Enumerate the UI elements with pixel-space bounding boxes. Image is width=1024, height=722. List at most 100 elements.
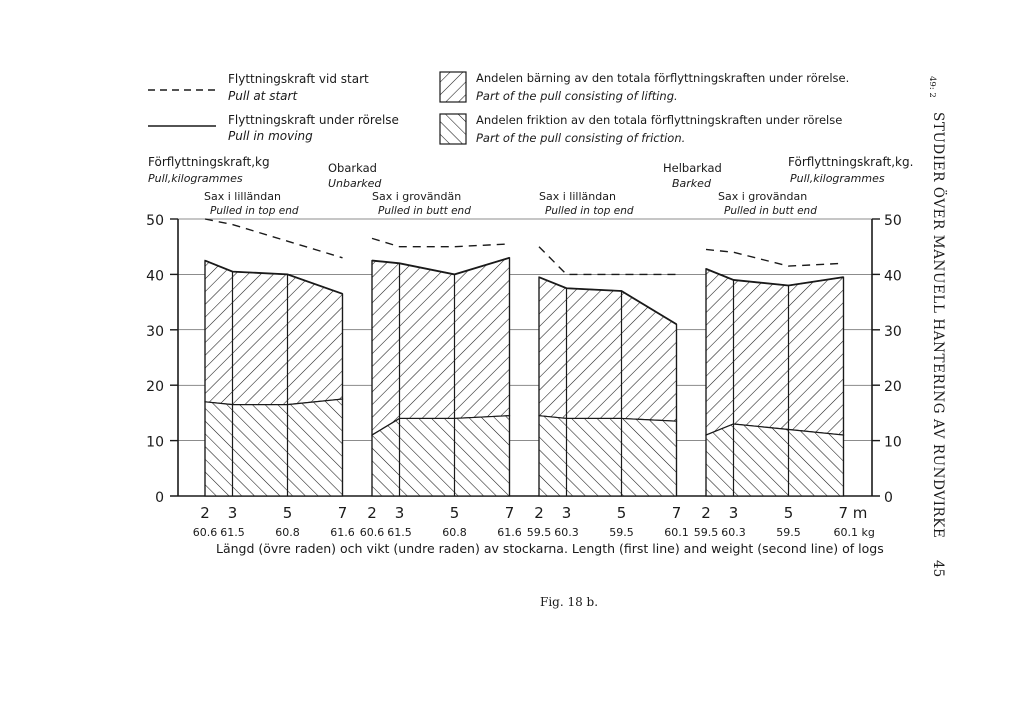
x-length-label: 3 bbox=[562, 504, 572, 522]
x-length-label: 3 bbox=[228, 504, 238, 522]
lifting-area bbox=[204, 259, 344, 406]
y-tick-label-left: 10 bbox=[146, 435, 164, 451]
x-weight-label: 60.6 bbox=[360, 526, 385, 539]
pull-at-start-line bbox=[705, 248, 844, 267]
barked-header-en: Barked bbox=[672, 177, 712, 190]
data-groups: Sax i lilländan Pulled in top end Sax i gr… bbox=[204, 190, 845, 497]
group-label: Sax i grovändän bbox=[372, 190, 461, 203]
pull-at-start-line bbox=[371, 237, 510, 248]
friction-area bbox=[204, 398, 344, 497]
x-length-label: 2 bbox=[701, 504, 711, 522]
x-axis-label: Längd (övre raden) och vikt (undre raden… bbox=[216, 541, 884, 556]
lifting-area bbox=[705, 267, 845, 436]
group-label-en: Pulled in butt end bbox=[724, 205, 817, 217]
figure-caption: Fig. 18 b. bbox=[540, 595, 598, 609]
y-tick-label-right: 40 bbox=[884, 268, 902, 284]
x-length-label: 2 bbox=[200, 504, 210, 522]
x-length-label: 7 bbox=[338, 504, 348, 522]
x-weight-label: 60.3 bbox=[554, 526, 579, 539]
y-tick-label-right: 30 bbox=[884, 324, 902, 340]
x-labels: 2 60.6 3 61.5 5 60.8 7 61.6 2 60.6 3 61.5 5 60.8 7 61.6… bbox=[193, 504, 875, 539]
x-weight-label: 61.6 bbox=[330, 526, 355, 539]
pull-at-start-line bbox=[204, 218, 343, 259]
legend-dashed-label: Flyttningskraft vid start bbox=[228, 72, 369, 86]
data-group: Sax i lilländan Pulled in top end bbox=[204, 190, 344, 497]
x-weight-label: 60.8 bbox=[442, 526, 467, 539]
pull-in-moving-line bbox=[204, 259, 343, 295]
y-tick-label-right: 20 bbox=[884, 379, 902, 395]
x-weight-label: 60.3 bbox=[721, 526, 746, 539]
right-axis-title: Förflyttningskraft,kg. bbox=[788, 155, 913, 169]
x-weight-label: 59.5 bbox=[609, 526, 634, 539]
x-length-label: 2 bbox=[367, 504, 377, 522]
x-length-label: 2 bbox=[534, 504, 544, 522]
x-length-label: 7 bbox=[672, 504, 682, 522]
pull-in-moving-line bbox=[371, 256, 510, 276]
data-group: Sax i grovändan Pulled in butt end bbox=[705, 190, 845, 497]
unbarked-header: Obarkad bbox=[328, 161, 377, 175]
y-tick-label-left: 40 bbox=[146, 268, 164, 284]
data-group: Sax i lilländan Pulled in top end bbox=[538, 190, 678, 497]
x-length-label: 5 bbox=[450, 504, 460, 522]
lifting-area bbox=[371, 256, 511, 437]
page-side-text: STUDIER ÖVER MANUELL HANTERING AV RUNDVI… bbox=[930, 112, 947, 538]
group-label-en: Pulled in butt end bbox=[378, 205, 471, 217]
group-label-en: Pulled in top end bbox=[545, 205, 634, 217]
group-label: Sax i grovändan bbox=[718, 190, 807, 203]
x-weight-label: 60.6 bbox=[193, 526, 218, 539]
friction-area bbox=[705, 423, 845, 497]
x-length-label: 3 bbox=[395, 504, 405, 522]
y-tick-label-left: 20 bbox=[146, 379, 164, 395]
x-weight-label: 60.8 bbox=[275, 526, 300, 539]
left-axis-title: Förflyttningskraft,kg bbox=[148, 155, 270, 169]
pull-in-moving-line bbox=[705, 268, 844, 287]
x-weight-label: 61.6 bbox=[497, 526, 522, 539]
x-weight-label: 61.5 bbox=[387, 526, 412, 539]
friction-area bbox=[538, 415, 678, 497]
left-axis-title-en: Pull,kilogrammes bbox=[148, 172, 243, 185]
friction-area bbox=[371, 415, 511, 497]
legend-lifting-swatch bbox=[439, 71, 467, 103]
unbarked-header-en: Unbarked bbox=[328, 177, 382, 190]
legend-friction-label-en: Part of the pull consisting of friction. bbox=[476, 131, 685, 145]
x-weight-label: 61.5 bbox=[220, 526, 245, 539]
legend-friction-label: Andelen friktion av den totala förflyttn… bbox=[476, 113, 842, 127]
data-group: Sax i grovändän Pulled in butt end bbox=[371, 190, 511, 497]
lifting-area bbox=[538, 276, 678, 422]
corner-mark: 49: 2 bbox=[927, 76, 937, 98]
group-label: Sax i lilländan bbox=[204, 190, 281, 203]
y-tick-label-right: 0 bbox=[884, 490, 893, 506]
legend-lifting-label: Andelen bärning av den totala förflyttni… bbox=[476, 71, 849, 85]
x-length-label: 5 bbox=[617, 504, 627, 522]
legend-friction-swatch bbox=[439, 113, 467, 145]
legend-solid-label-en: Pull in moving bbox=[228, 129, 313, 143]
x-length-label: 5 bbox=[283, 504, 293, 522]
page-number: 45 bbox=[930, 560, 946, 577]
y-tick-label-left: 30 bbox=[146, 324, 164, 340]
pull-in-moving-line bbox=[538, 276, 677, 326]
axis-titles: Förflyttningskraft,kg Pull,kilogrammes F… bbox=[148, 155, 913, 190]
group-label-en: Pulled in top end bbox=[210, 205, 299, 217]
x-length-label: 7 bbox=[505, 504, 515, 522]
x-length-label: 3 bbox=[729, 504, 739, 522]
pull-at-start-line bbox=[538, 246, 677, 276]
legend-dashed-label-en: Pull at start bbox=[228, 89, 298, 103]
y-tick-label-left: 50 bbox=[146, 213, 164, 229]
x-weight-label: 59.5 bbox=[776, 526, 801, 539]
legend: Flyttningskraft vid start Pull at start … bbox=[148, 71, 849, 145]
x-length-label: 5 bbox=[784, 504, 794, 522]
x-weight-label: 60.1 bbox=[664, 526, 689, 539]
x-length-label: 7 m bbox=[839, 504, 868, 522]
legend-solid-label: Flyttningskraft under rörelse bbox=[228, 113, 399, 127]
legend-lifting-label-en: Part of the pull consisting of lifting. bbox=[476, 89, 678, 103]
y-tick-label-right: 50 bbox=[884, 213, 902, 229]
y-tick-label-right: 10 bbox=[884, 435, 902, 451]
barked-header: Helbarkad bbox=[663, 161, 722, 175]
x-weight-label: 59.5 bbox=[694, 526, 719, 539]
x-weight-label: 59.5 bbox=[527, 526, 552, 539]
y-tick-label-left: 0 bbox=[155, 490, 164, 506]
right-axis-title-en: Pull,kilogrammes bbox=[790, 172, 885, 185]
group-label: Sax i lilländan bbox=[539, 190, 616, 203]
x-weight-label: 60.1 kg bbox=[834, 526, 875, 539]
